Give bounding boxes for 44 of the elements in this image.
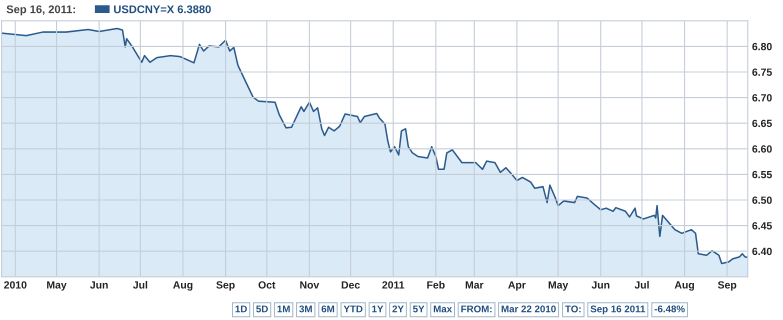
x-tick-label: Feb xyxy=(427,280,445,289)
x-tick-label: Mar xyxy=(466,281,484,289)
x-tick-label: Sep xyxy=(216,281,235,291)
text: TO: xyxy=(565,305,581,312)
x-tick-label: 2011 xyxy=(382,281,404,289)
text: 6M xyxy=(322,305,334,312)
x-tick-label: May xyxy=(47,281,67,291)
text: 1M xyxy=(277,306,290,312)
y-tick-label: 6.50 xyxy=(752,196,772,204)
y-tick-label: 6.80 xyxy=(752,42,772,50)
text: 1D xyxy=(236,306,247,312)
y-tick-label: 6.40 xyxy=(752,248,772,256)
chart-title: Sep 16, 2011: xyxy=(6,5,75,16)
x-tick-label: Aug xyxy=(173,281,192,291)
y-tick-label: 6.55 xyxy=(752,170,772,178)
y-tick-label: 6.65 xyxy=(752,120,772,128)
x-tick-label: Nov xyxy=(300,281,320,289)
text: 5Y xyxy=(412,306,424,312)
text: Sep 16 2011 xyxy=(590,305,646,314)
text: 2Y xyxy=(392,305,404,312)
x-tick-label: Jul xyxy=(132,280,148,289)
x-tick-label: Apr xyxy=(508,281,526,291)
x-tick-label: Jun xyxy=(592,281,610,289)
y-tick-label: 6.75 xyxy=(752,68,772,76)
y-tick-label: 6.60 xyxy=(752,145,772,153)
y-tick-label: 6.70 xyxy=(752,94,772,102)
text: -6.48% xyxy=(654,305,685,312)
text: 1Y xyxy=(372,306,384,312)
x-tick-label: Jul xyxy=(634,280,649,289)
text: Mar 22 2010 xyxy=(502,305,556,312)
text: YTD xyxy=(344,306,362,312)
legend-label: USDCNY=X 6.3880 xyxy=(114,5,211,14)
x-tick-label: Jun xyxy=(90,281,108,289)
x-tick-label: 2010 xyxy=(4,281,26,289)
x-tick-label: Dec xyxy=(342,281,360,289)
text: Max xyxy=(434,306,452,312)
y-tick-label: 6.45 xyxy=(752,222,772,230)
text: FROM: xyxy=(461,305,492,312)
x-tick-label: Oct xyxy=(258,281,276,289)
text: 5D xyxy=(256,306,268,312)
x-tick-label: Aug xyxy=(674,281,694,291)
text: 3M xyxy=(299,305,312,312)
x-tick-label: May xyxy=(548,281,568,291)
x-tick-label: Sep xyxy=(718,281,736,291)
